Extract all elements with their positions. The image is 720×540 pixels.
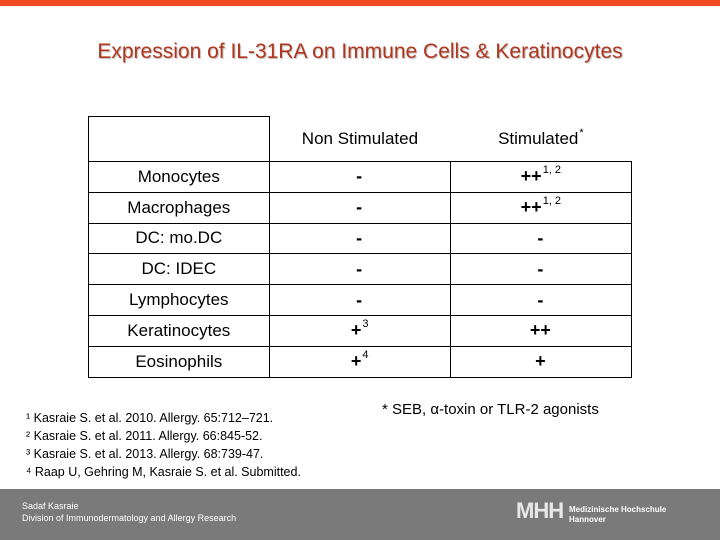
table-header-row: Non Stimulated Stimulated* xyxy=(88,116,632,162)
row-non-stimulated: - xyxy=(268,191,451,224)
row-non-stimulated: - xyxy=(268,222,451,255)
expression-table: Non Stimulated Stimulated* Monocytes - +… xyxy=(88,116,633,379)
header-non-stimulated: Non Stimulated xyxy=(269,116,451,162)
row-non-stimulated: +4 xyxy=(268,345,451,378)
mhh-logo: MHH Medizinische Hochschule Hannover xyxy=(516,492,716,538)
slide-title: Expression of IL-31RA on Immune Cells & … xyxy=(97,40,623,63)
table-row: DC: mo.DC - - xyxy=(88,222,633,255)
reference-item: ¹ Kasraie S. et al. 2010. Allergy. 65:71… xyxy=(26,411,274,425)
top-accent-bar xyxy=(0,0,720,6)
table-row: DC: IDEC - - xyxy=(88,253,633,286)
row-non-stimulated: +3 xyxy=(268,314,451,347)
row-stimulated: ++1, 2 xyxy=(449,161,633,193)
row-non-stimulated: - xyxy=(268,284,451,316)
row-non-stimulated: - xyxy=(268,161,451,193)
row-non-stimulated: - xyxy=(268,253,451,286)
stimulated-value: - xyxy=(537,289,544,310)
table-row: Macrophages - ++1, 2 xyxy=(88,191,633,224)
footer-author-block: Sadaf Kasraie Division of Immunodermatol… xyxy=(22,500,236,524)
stimulated-value: ++ xyxy=(520,166,542,187)
row-cell-name: Keratinocytes xyxy=(88,314,270,347)
row-stimulated: - xyxy=(449,253,633,286)
non-stimulated-value: - xyxy=(356,197,363,218)
non-stimulated-ref: 4 xyxy=(362,349,369,362)
table-corner-cell xyxy=(88,116,270,162)
row-stimulated: + xyxy=(449,345,633,378)
row-cell-name: Eosinophils xyxy=(88,345,270,378)
logo-line-2: Hannover xyxy=(569,515,606,524)
table-row: Lymphocytes - - xyxy=(88,284,633,316)
header-stimulated-sup: * xyxy=(579,126,584,139)
mhh-logo-mark: MHH xyxy=(516,498,564,523)
non-stimulated-value: + xyxy=(350,320,362,341)
author-department: Division of Immunodermatology and Allerg… xyxy=(22,513,237,523)
header-stimulated-label: Stimulated xyxy=(498,128,579,148)
stimulated-ref: 1, 2 xyxy=(542,195,562,208)
expression-table-grid: Non Stimulated Stimulated* Monocytes - +… xyxy=(88,116,633,378)
stimulated-ref: 1, 2 xyxy=(542,164,562,177)
reference-item: ² Kasraie S. et al. 2011. Allergy. 66:84… xyxy=(26,429,263,443)
author-name: Sadaf Kasraie xyxy=(22,501,79,511)
reference-item: ³ Kasraie S. et al. 2013. Allergy. 68:73… xyxy=(26,447,264,461)
row-stimulated: ++ xyxy=(449,314,633,347)
table-row: Keratinocytes +3 ++ xyxy=(88,314,633,347)
stimulated-value: ++ xyxy=(529,320,551,341)
non-stimulated-value: - xyxy=(356,227,363,248)
row-cell-name: Monocytes xyxy=(88,161,270,193)
logo-line-1: Medizinische Hochschule xyxy=(569,505,667,514)
row-cell-name: DC: mo.DC xyxy=(88,222,270,255)
non-stimulated-value: - xyxy=(356,289,363,310)
row-stimulated: - xyxy=(449,284,633,316)
stimulation-footnote: * SEB, α-toxin or TLR-2 agonists xyxy=(382,401,599,418)
stimulated-value: ++ xyxy=(520,197,542,218)
table-row: Eosinophils +4 + xyxy=(88,345,633,378)
non-stimulated-value: + xyxy=(350,351,362,372)
non-stimulated-ref: 3 xyxy=(362,318,369,331)
row-cell-name: Macrophages xyxy=(88,191,270,224)
non-stimulated-value: - xyxy=(356,258,363,279)
reference-item: ⁴ Raap U, Gehring M, Kasraie S. et al. S… xyxy=(26,465,301,479)
row-cell-name: Lymphocytes xyxy=(88,284,270,316)
header-stimulated: Stimulated* xyxy=(450,116,632,162)
header-non-stimulated-label: Non Stimulated xyxy=(301,128,419,148)
row-stimulated: - xyxy=(449,222,633,255)
mhh-logo-text: Medizinische Hochschule Hannover xyxy=(569,505,666,525)
row-cell-name: DC: IDEC xyxy=(88,253,270,286)
stimulated-value: - xyxy=(537,258,544,279)
footer-bar: Sadaf Kasraie Division of Immunodermatol… xyxy=(0,489,720,540)
stimulated-value: + xyxy=(535,351,546,372)
non-stimulated-value: - xyxy=(356,166,363,187)
table-row: Monocytes - ++1, 2 xyxy=(88,161,633,193)
references-list: ¹ Kasraie S. et al. 2010. Allergy. 65:71… xyxy=(26,409,301,481)
row-stimulated: ++1, 2 xyxy=(449,191,633,224)
stimulated-value: - xyxy=(537,227,544,248)
